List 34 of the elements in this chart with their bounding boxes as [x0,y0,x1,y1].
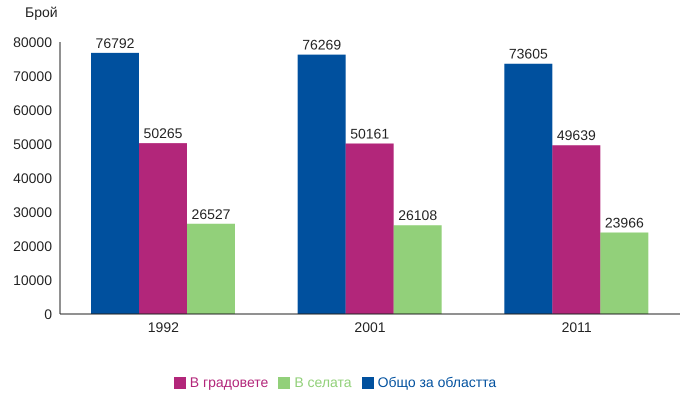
data-label: 26108 [398,207,438,224]
x-tick-label: 2001 [354,318,386,335]
y-tick-label: 20000 [13,238,52,254]
bar [346,143,394,314]
y-tick-label: 80000 [13,34,52,50]
y-tick-label: 70000 [13,68,52,84]
data-label: 50161 [350,125,390,142]
data-label: 76269 [302,36,342,53]
legend-label: В градовете [190,374,268,390]
y-tick-label: 0 [44,306,52,322]
y-tick-label: 40000 [13,170,52,186]
y-tick-label: 60000 [13,102,52,118]
y-axis-title: Брой [25,4,58,20]
x-tick-label: 1992 [148,318,180,335]
bar [187,224,235,314]
data-label: 73605 [508,46,548,62]
bar [91,52,139,314]
bar [504,64,552,314]
bar [298,54,346,314]
legend-label: В селата [294,374,352,390]
legend-label: Общо за областта [378,374,496,390]
data-label: 50265 [144,125,183,142]
x-tick-label: 2011 [562,318,592,335]
bar [600,232,648,314]
y-tick-label: 10000 [13,272,52,288]
y-tick-label: 50000 [13,136,52,152]
data-label: 49639 [556,127,596,144]
bar [139,143,187,314]
y-tick-label: 30000 [13,204,52,220]
data-label: 26527 [192,206,231,222]
bar [552,145,600,314]
data-label: 23966 [604,214,644,231]
data-label: 76792 [96,34,135,51]
bar [394,225,442,314]
